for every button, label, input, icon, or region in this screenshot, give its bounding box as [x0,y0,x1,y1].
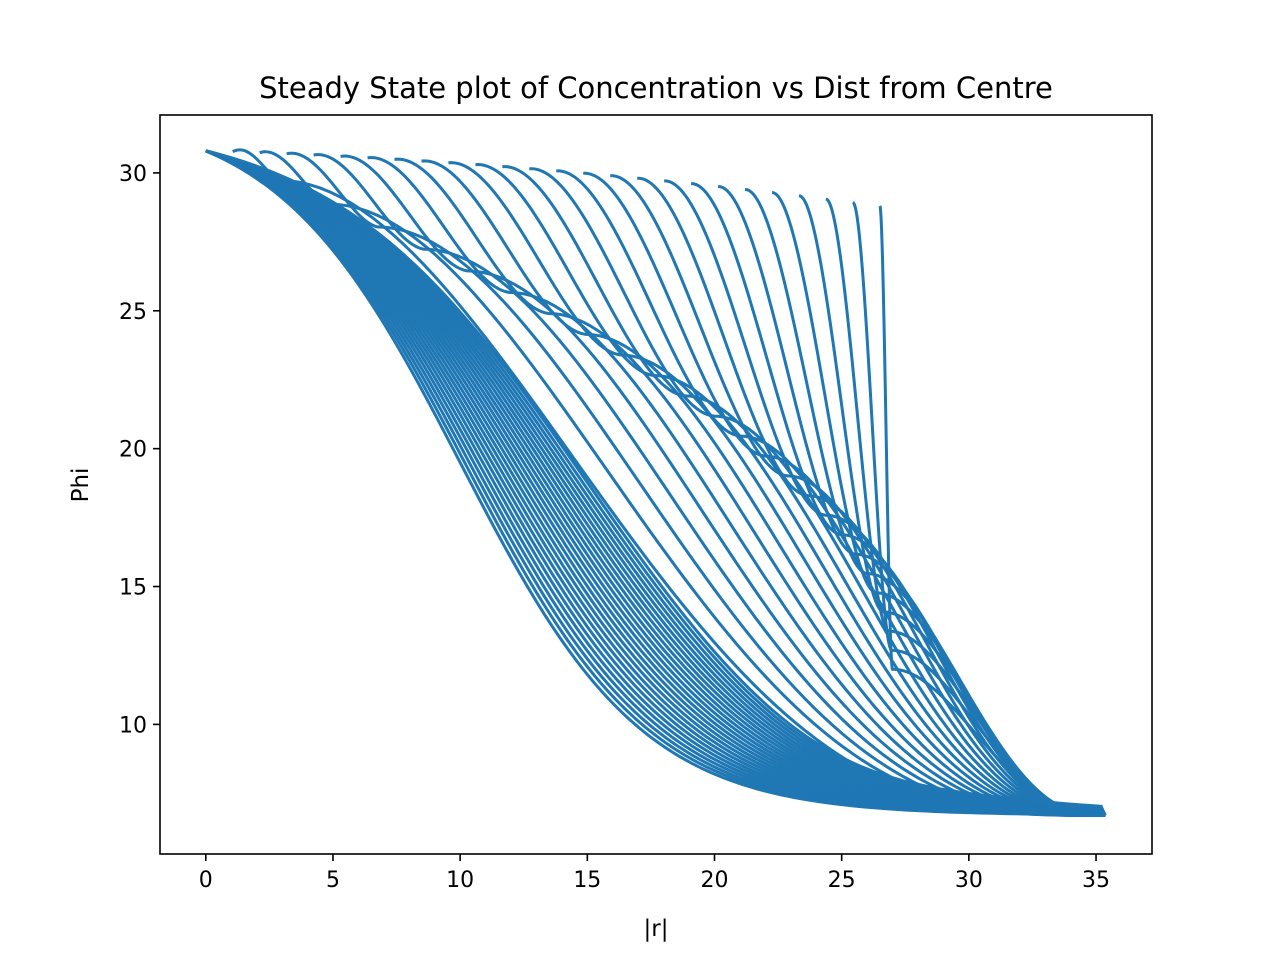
x-tick-label: 35 [1082,868,1110,893]
profile-curve-upper [852,201,1106,817]
profile-curve-upper [583,171,1106,817]
series-curves [205,148,1107,817]
x-tick-label: 0 [199,868,213,893]
y-axis: 10 15 20 25 30 [119,162,160,738]
x-tick-label: 10 [446,868,474,893]
profile-curve-upper [448,161,1106,817]
profile-curve-upper [394,157,1106,817]
y-axis-label: Phi [68,468,94,503]
x-axis: 0 5 10 15 20 25 30 35 [199,854,1110,893]
profile-curve-upper [637,176,1106,817]
profile-curve-upper [878,205,1106,817]
plot-frame [159,114,1153,855]
profile-curve-upper [421,159,1106,817]
x-tick-label: 25 [828,868,856,893]
chart-title: Steady State plot of Concentration vs Di… [259,71,1053,105]
y-tick-label: 15 [119,576,147,601]
y-tick-label: 20 [119,438,147,463]
y-tick-label: 30 [119,162,147,187]
x-tick-label: 30 [955,868,983,893]
profile-curve-upper [286,151,1106,817]
profile-curve-upper [259,150,1106,817]
y-tick-label: 25 [119,300,147,325]
profile-curve-upper [529,167,1106,817]
profile-curve-lower [205,149,1107,817]
x-tick-label: 15 [573,868,601,893]
profile-curve-upper [313,153,1106,817]
x-tick-label: 20 [701,868,729,893]
x-axis-label: |r| [644,916,669,942]
profile-curve-upper [610,174,1106,817]
y-tick-label: 10 [119,713,147,738]
x-tick-label: 5 [326,868,340,893]
